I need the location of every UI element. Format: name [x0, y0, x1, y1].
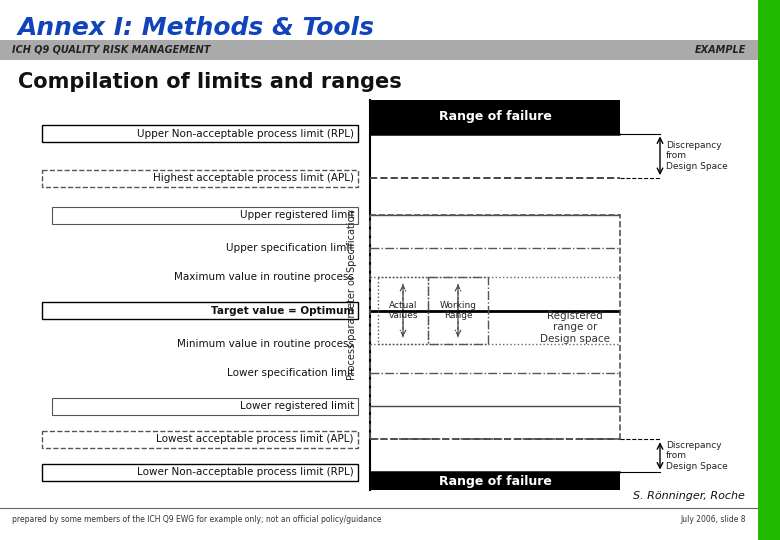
- Text: Lower specification limit: Lower specification limit: [227, 368, 354, 378]
- Bar: [370, 100, 620, 133]
- Text: Maximum value in routine process: Maximum value in routine process: [174, 273, 354, 282]
- Text: Actual
values: Actual values: [388, 301, 418, 320]
- Bar: [0, 40, 758, 60]
- Text: Annex I: Methods & Tools: Annex I: Methods & Tools: [18, 16, 375, 40]
- Bar: [42, 125, 358, 142]
- Text: Registered
range or
Design space: Registered range or Design space: [540, 310, 610, 344]
- Text: Upper specification limit: Upper specification limit: [226, 243, 354, 253]
- Bar: [42, 431, 358, 448]
- Text: Target value = Optimum: Target value = Optimum: [211, 306, 354, 315]
- Text: Upper registered limit: Upper registered limit: [239, 210, 354, 220]
- Bar: [52, 397, 358, 415]
- Text: Minimum value in routine process: Minimum value in routine process: [177, 339, 354, 349]
- Text: EXAMPLE: EXAMPLE: [695, 45, 746, 55]
- Text: Discrepancy
from
Design Space: Discrepancy from Design Space: [666, 441, 728, 471]
- Bar: [52, 206, 358, 224]
- Bar: [428, 278, 488, 344]
- Text: Range of failure: Range of failure: [438, 110, 551, 123]
- Text: Process parameter or Specification: Process parameter or Specification: [347, 210, 357, 380]
- Text: Working
Range: Working Range: [439, 301, 477, 320]
- Text: S. Rönninger, Roche: S. Rönninger, Roche: [633, 491, 745, 501]
- Bar: [42, 302, 358, 319]
- Text: Discrepancy
from
Design Space: Discrepancy from Design Space: [666, 141, 728, 171]
- Text: prepared by some members of the ICH Q9 EWG for example only; not an official pol: prepared by some members of the ICH Q9 E…: [12, 516, 381, 524]
- Bar: [378, 278, 428, 344]
- Text: Highest acceptable process limit (APL): Highest acceptable process limit (APL): [153, 173, 354, 183]
- Bar: [42, 464, 358, 481]
- Text: Lower Non-acceptable process limit (RPL): Lower Non-acceptable process limit (RPL): [137, 468, 354, 477]
- Text: Lowest acceptable process limit (APL): Lowest acceptable process limit (APL): [157, 434, 354, 444]
- Bar: [370, 472, 620, 490]
- Text: July 2006, slide 8: July 2006, slide 8: [680, 516, 746, 524]
- Bar: [370, 215, 620, 440]
- Text: Lower registered limit: Lower registered limit: [239, 401, 354, 411]
- Bar: [758, 0, 780, 540]
- Text: ICH Q9 QUALITY RISK MANAGEMENT: ICH Q9 QUALITY RISK MANAGEMENT: [12, 45, 211, 55]
- Text: Compilation of limits and ranges: Compilation of limits and ranges: [18, 72, 402, 92]
- Text: Range of failure: Range of failure: [438, 475, 551, 488]
- Text: Upper Non-acceptable process limit (RPL): Upper Non-acceptable process limit (RPL): [137, 129, 354, 139]
- Bar: [42, 170, 358, 186]
